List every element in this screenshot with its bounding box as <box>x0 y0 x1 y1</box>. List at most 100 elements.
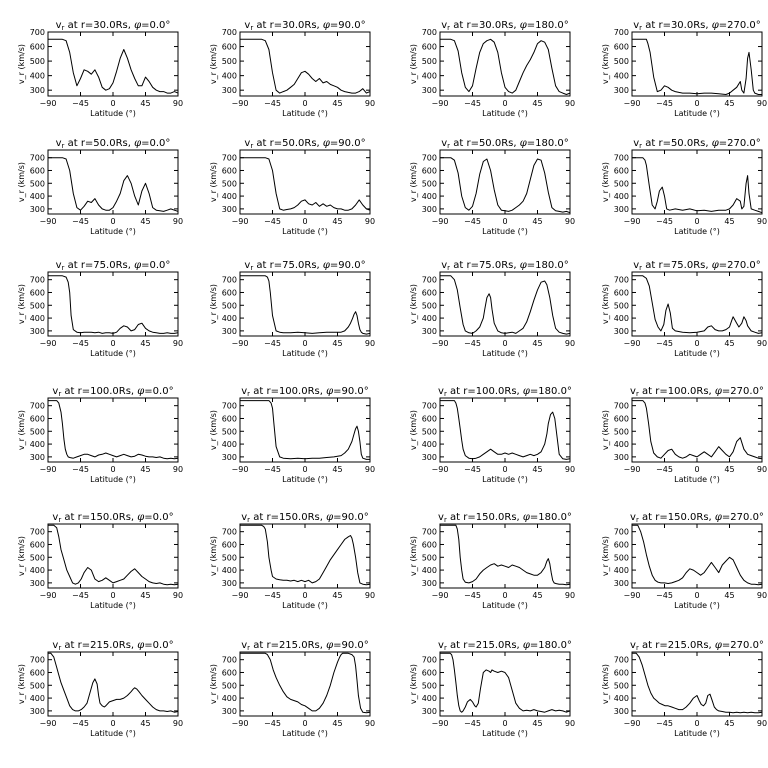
x-tick-label: 0 <box>110 99 115 108</box>
y-tick-label: 300 <box>614 579 629 588</box>
x-tick-label: −45 <box>72 719 89 728</box>
y-tick-label: 300 <box>30 327 45 336</box>
y-tick-label: 500 <box>422 681 437 690</box>
x-tick-label: 0 <box>110 339 115 348</box>
x-tick-label: 90 <box>757 99 767 108</box>
subplot-title: vr at r=150.0Rs, φ=180.0° <box>438 512 572 524</box>
subplot-8: vr at r=50.0Rs, φ=270.0° −90 −45 0 45 90 300 40… <box>601 138 767 236</box>
y-tick-label: 300 <box>222 453 237 462</box>
y-tick-label: 700 <box>422 154 437 163</box>
y-tick-label: 500 <box>614 57 629 66</box>
x-axis-label: Latitude (°) <box>282 109 328 118</box>
x-tick-label: 90 <box>565 591 575 600</box>
y-tick-label: 700 <box>422 28 437 37</box>
x-tick-label: 45 <box>724 591 734 600</box>
y-axis-label: v_r (km/s) <box>17 162 26 202</box>
subplot-15: vr at r=100.0Rs, φ=180.0° −90 −45 0 45 90 300 4… <box>409 386 575 484</box>
x-axis-label: Latitude (°) <box>282 227 328 236</box>
series-line <box>440 400 571 460</box>
x-tick-label: 90 <box>365 719 375 728</box>
y-tick-label: 600 <box>614 414 629 423</box>
subplot-2: vr at r=30.0Rs, φ=90.0° −90 −45 0 45 90 300 400… <box>209 20 375 118</box>
plot-frame <box>47 523 179 589</box>
x-tick-label: −90 <box>624 465 641 474</box>
y-tick-label: 600 <box>30 166 45 175</box>
x-tick-label: 90 <box>365 465 375 474</box>
subplot-11: vr at r=75.0Rs, φ=180.0° −90 −45 0 45 90 300 40… <box>409 260 575 358</box>
subplot-title: vr at r=75.0Rs, φ=270.0° <box>633 260 761 272</box>
y-tick-label: 600 <box>222 288 237 297</box>
y-tick-label: 600 <box>30 668 45 677</box>
plot-frame <box>631 149 763 215</box>
subplot-title: vr at r=215.0Rs, φ=0.0° <box>52 640 173 652</box>
y-axis-label: v_r (km/s) <box>409 410 418 450</box>
subplot-9: vr at r=75.0Rs, φ=0.0° −90 −45 0 45 90 300 400 5… <box>17 260 183 358</box>
x-tick-label: −45 <box>264 99 281 108</box>
y-tick-label: 600 <box>614 668 629 677</box>
y-tick-label: 600 <box>614 540 629 549</box>
y-tick-label: 300 <box>222 327 237 336</box>
subplot-title: vr at r=100.0Rs, φ=180.0° <box>438 386 572 398</box>
y-tick-label: 700 <box>30 528 45 537</box>
x-axis-label: Latitude (°) <box>482 475 528 484</box>
x-tick-label: −45 <box>656 217 673 226</box>
x-tick-label: 0 <box>694 339 699 348</box>
y-tick-label: 500 <box>222 553 237 562</box>
x-tick-label: −45 <box>72 339 89 348</box>
x-tick-label: 45 <box>332 591 342 600</box>
x-axis-label: Latitude (°) <box>282 601 328 610</box>
series-line <box>632 275 763 334</box>
y-tick-label: 500 <box>30 553 45 562</box>
x-axis-label: Latitude (°) <box>90 109 136 118</box>
y-tick-label: 600 <box>222 166 237 175</box>
y-axis-label: v_r (km/s) <box>601 284 610 324</box>
x-tick-label: −45 <box>264 719 281 728</box>
x-tick-label: 45 <box>332 339 342 348</box>
x-tick-label: 90 <box>365 591 375 600</box>
x-tick-label: −45 <box>72 99 89 108</box>
subplot-title: vr at r=50.0Rs, φ=270.0° <box>633 138 761 150</box>
x-tick-label: 90 <box>565 465 575 474</box>
y-tick-label: 600 <box>422 668 437 677</box>
y-tick-label: 700 <box>614 402 629 411</box>
subplot-3: vr at r=30.0Rs, φ=180.0° −90 −45 0 45 90 300 40… <box>409 20 575 118</box>
y-tick-label: 500 <box>222 179 237 188</box>
y-tick-label: 500 <box>222 57 237 66</box>
y-axis-label: v_r (km/s) <box>409 536 418 576</box>
x-tick-label: 90 <box>173 591 183 600</box>
y-tick-label: 300 <box>614 707 629 716</box>
series-line <box>440 275 571 335</box>
x-tick-label: 45 <box>724 99 734 108</box>
y-tick-label: 300 <box>422 86 437 95</box>
series-line <box>240 275 371 335</box>
x-tick-label: 0 <box>302 217 307 226</box>
y-tick-label: 700 <box>30 656 45 665</box>
series-line <box>240 400 370 460</box>
x-tick-label: 45 <box>532 465 542 474</box>
x-tick-label: 45 <box>532 339 542 348</box>
plot-frame <box>47 651 179 717</box>
y-tick-label: 400 <box>614 694 629 703</box>
x-axis-label: Latitude (°) <box>674 601 720 610</box>
y-tick-label: 700 <box>222 528 237 537</box>
x-tick-label: −45 <box>72 591 89 600</box>
subplot-title: vr at r=50.0Rs, φ=180.0° <box>441 138 569 150</box>
subplot-10: vr at r=75.0Rs, φ=90.0° −90 −45 0 45 90 300 400… <box>209 260 375 358</box>
x-tick-label: −90 <box>40 339 57 348</box>
series-line <box>48 400 179 460</box>
y-tick-label: 600 <box>614 288 629 297</box>
x-tick-label: 0 <box>502 465 507 474</box>
y-axis-label: v_r (km/s) <box>209 536 218 576</box>
y-tick-label: 700 <box>30 154 45 163</box>
x-tick-label: −90 <box>40 719 57 728</box>
x-tick-label: 0 <box>502 339 507 348</box>
y-tick-label: 700 <box>30 402 45 411</box>
x-tick-label: 0 <box>302 99 307 108</box>
y-tick-label: 300 <box>614 327 629 336</box>
y-axis-label: v_r (km/s) <box>17 410 26 450</box>
y-tick-label: 500 <box>422 553 437 562</box>
x-tick-label: −45 <box>464 591 481 600</box>
x-tick-label: 90 <box>173 339 183 348</box>
x-tick-label: 90 <box>565 339 575 348</box>
y-tick-label: 300 <box>422 205 437 214</box>
